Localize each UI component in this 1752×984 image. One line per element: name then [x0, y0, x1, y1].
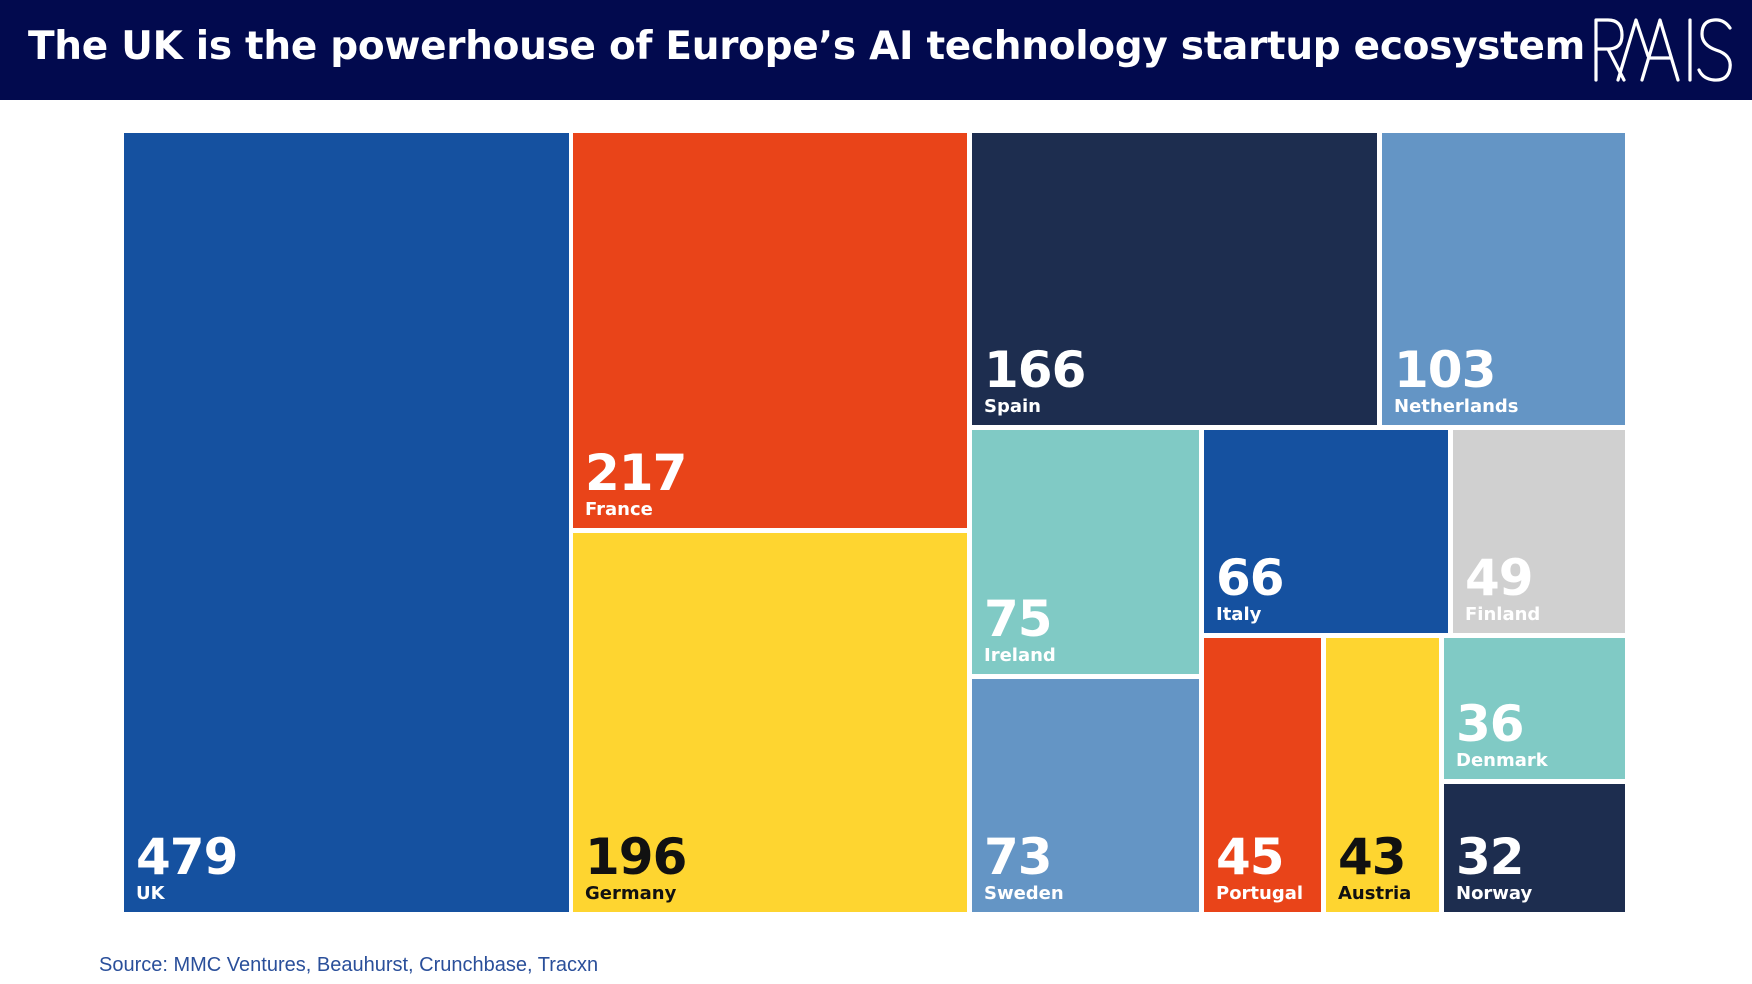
tile-value-uk: 479	[136, 828, 238, 886]
treemap-tile-portugal: 45 Portugal	[1204, 638, 1321, 912]
tile-label-france: France	[585, 499, 653, 520]
tile-value-ireland: 75	[984, 590, 1053, 648]
tile-label-netherlands: Netherlands	[1394, 396, 1519, 417]
tile-value-italy: 66	[1216, 549, 1285, 607]
treemap-tile-finland: 49 Finland	[1453, 430, 1625, 633]
tile-label-sweden: Sweden	[984, 883, 1064, 904]
page-title: The UK is the powerhouse of Europe’s AI …	[28, 24, 1585, 69]
tile-value-austria: 43	[1338, 828, 1407, 886]
tile-value-sweden: 73	[984, 828, 1053, 886]
tile-label-ireland: Ireland	[984, 645, 1056, 666]
tile-value-netherlands: 103	[1394, 341, 1496, 399]
treemap-tile-netherlands: 103 Netherlands	[1382, 133, 1625, 425]
treemap-tile-ireland: 75 Ireland	[972, 430, 1199, 674]
tile-value-spain: 166	[984, 341, 1086, 399]
treemap-tile-denmark: 36 Denmark	[1444, 638, 1625, 779]
tile-value-france: 217	[585, 444, 687, 502]
tile-value-portugal: 45	[1216, 828, 1285, 886]
tile-value-norway: 32	[1456, 828, 1525, 886]
tile-label-portugal: Portugal	[1216, 883, 1304, 904]
treemap-tile-france: 217 France	[573, 133, 967, 528]
tile-value-finland: 49	[1465, 549, 1534, 607]
raais-logo	[1594, 18, 1732, 82]
tile-label-denmark: Denmark	[1456, 750, 1548, 771]
treemap-tile-uk: 479 UK	[124, 133, 569, 912]
treemap-tile-norway: 32 Norway	[1444, 784, 1625, 912]
treemap-tile-italy: 66 Italy	[1204, 430, 1448, 633]
tile-value-germany: 196	[585, 828, 687, 886]
treemap-tile-germany: 196 Germany	[573, 533, 967, 912]
tile-label-norway: Norway	[1456, 883, 1533, 904]
header-bar: The UK is the powerhouse of Europe’s AI …	[0, 0, 1752, 100]
tile-label-spain: Spain	[984, 396, 1041, 417]
tile-label-germany: Germany	[585, 883, 677, 904]
tile-value-denmark: 36	[1456, 695, 1525, 753]
tile-label-finland: Finland	[1465, 604, 1541, 625]
tile-label-austria: Austria	[1338, 883, 1412, 904]
tile-label-uk: UK	[136, 883, 165, 904]
treemap-tile-austria: 43 Austria	[1326, 638, 1439, 912]
tile-label-italy: Italy	[1216, 604, 1262, 625]
treemap-tile-spain: 166 Spain	[972, 133, 1377, 425]
source-note: Source: MMC Ventures, Beauhurst, Crunchb…	[99, 954, 599, 976]
treemap-tile-sweden: 73 Sweden	[972, 679, 1199, 912]
